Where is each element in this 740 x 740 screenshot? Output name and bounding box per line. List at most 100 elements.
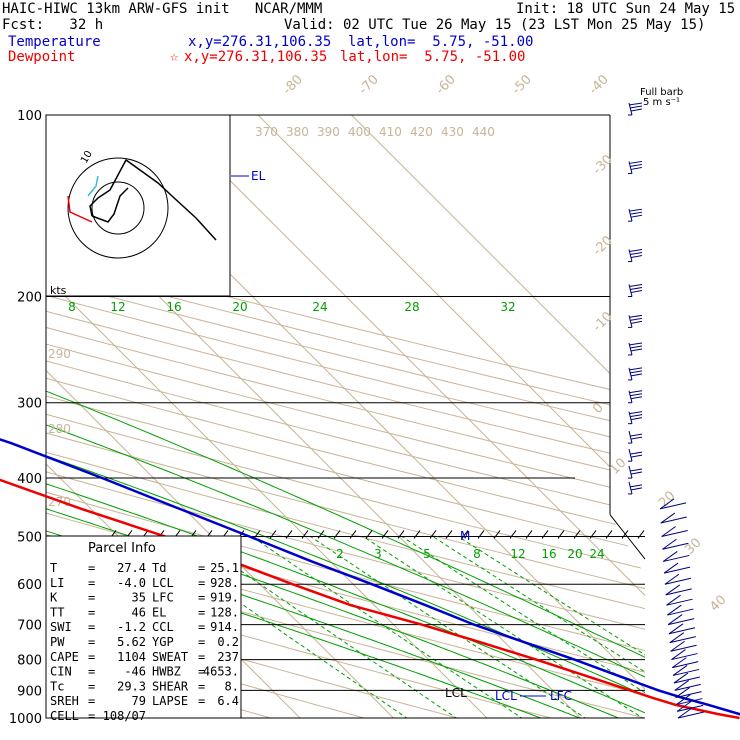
parcel-value: 108/07 <box>103 709 146 723</box>
hodograph-trace <box>89 158 217 241</box>
parcel-value: 128. <box>210 605 239 619</box>
parcel-eq: = <box>88 694 95 708</box>
level-hash-mark <box>397 530 405 539</box>
parcel-value: -46 <box>124 665 146 679</box>
parcel-value: 4653. <box>203 665 239 679</box>
wind-barb <box>665 588 692 596</box>
parcel-eq: = <box>88 576 95 590</box>
moist-adiabat-label: 24 <box>312 300 327 314</box>
dry-adiabat-line <box>46 115 645 718</box>
temperature-latlon: lat,lon= 5.75, -51.00 <box>348 34 534 50</box>
theta-label: 420 <box>410 125 433 139</box>
parcel-value: 29.3 <box>117 679 146 693</box>
parcel-key: CIN <box>50 665 72 679</box>
dry-adiabat-line <box>46 115 645 718</box>
dry-adiabat-line <box>46 115 645 718</box>
parcel-key: Td <box>152 561 166 575</box>
parcel-eq: = <box>88 665 95 679</box>
wind-barb-flag <box>630 348 643 352</box>
wind-barb <box>670 644 697 652</box>
parcel-key: LFC <box>152 591 174 605</box>
parcel-info-box <box>45 535 242 719</box>
theta-label: 390 <box>317 125 340 139</box>
isotherm-line <box>230 115 645 718</box>
pressure-label: 900 <box>17 684 42 699</box>
parcel-key: T <box>50 561 57 575</box>
wind-barb-flag <box>630 255 643 259</box>
mixing-ratio-label: 16 <box>541 547 556 561</box>
level-hash-mark <box>317 530 325 539</box>
parcel-value: 928. <box>210 576 239 590</box>
wind-barb <box>660 516 687 524</box>
pressure-label: 100 <box>17 109 42 124</box>
wind-barb-flag <box>630 290 643 294</box>
wind-barb <box>677 711 705 719</box>
pressure-label: 700 <box>17 619 42 634</box>
level-hash-mark <box>461 530 469 539</box>
wind-barb <box>661 529 688 537</box>
wind-barb-flag <box>670 640 685 652</box>
wind-barb-flag <box>662 551 678 562</box>
wind-barb-flag <box>663 562 679 574</box>
wind-barb <box>668 627 696 635</box>
wind-barb-flag <box>630 396 643 400</box>
level-hash-mark <box>413 530 421 539</box>
level-hash-mark <box>269 530 277 539</box>
wind-barb-flag <box>629 484 643 488</box>
moist-adiabat-label: 32 <box>500 300 515 314</box>
wind-barb-flag <box>660 512 676 524</box>
wind-barb-flag <box>630 214 643 218</box>
parcel-key: LCL <box>152 576 174 590</box>
temperature-profile-line <box>0 438 740 716</box>
wind-barb-flag <box>659 498 675 510</box>
parcel-value: 46 <box>132 605 146 619</box>
moist-adiabat-label: 16 <box>166 300 181 314</box>
dewpoint-profile-line <box>0 478 740 720</box>
parcel-key: SWEAT <box>152 650 188 664</box>
hodograph-trace-inner <box>91 187 129 223</box>
parcel-eq: = <box>88 679 95 693</box>
mixing-ratio-line <box>144 536 426 718</box>
wind-barb-flag <box>629 414 643 418</box>
level-label: M <box>460 529 470 543</box>
dry-adiabat-line <box>46 115 645 718</box>
wind-barb-shaft <box>628 481 633 495</box>
parcel-eq: = <box>198 650 205 664</box>
parcel-value: 6.4 <box>217 694 239 708</box>
parcel-eq: = <box>198 576 205 590</box>
level-label: EL <box>251 169 266 183</box>
wind-barb-flag <box>628 102 643 106</box>
dry-adiabat-line <box>46 115 601 718</box>
wind-barb-flag <box>629 317 643 321</box>
model-title: HAIC-HIWC 13km ARW-GFS init NCAR/MMM <box>2 1 323 17</box>
wind-barb-flag <box>672 665 688 676</box>
wind-barb-flag <box>629 370 643 374</box>
pressure-label: 300 <box>17 397 42 412</box>
wind-barb <box>659 502 687 510</box>
wind-barb-flag <box>629 105 643 109</box>
parcel-eq: = <box>88 709 95 723</box>
parcel-eq: = <box>198 694 205 708</box>
wind-barb-flag <box>630 454 643 458</box>
wind-barb <box>672 668 700 676</box>
wind-barb-shaft <box>628 449 633 462</box>
wind-barb-flag <box>629 252 643 256</box>
mixing-ratio-label: 20 <box>567 547 582 561</box>
parcel-key: LI <box>50 576 64 590</box>
wind-barb <box>666 598 693 606</box>
dry-adiabat-line <box>46 115 645 718</box>
moist-adiabat-label: 8 <box>68 300 76 314</box>
isotherm-line <box>46 115 407 718</box>
wind-barb-flag <box>677 707 693 719</box>
parcel-key: LAPSE <box>152 694 188 708</box>
dry-adiabat-line <box>46 115 412 718</box>
pressure-label: 400 <box>17 472 42 487</box>
wind-barb-flag <box>668 623 684 635</box>
level-hash-mark <box>605 530 613 539</box>
parcel-eq: = <box>88 561 95 575</box>
dry-adiabat-line <box>46 115 645 718</box>
parcel-value: 25.1 <box>210 561 239 575</box>
wind-barb-flag <box>674 680 690 691</box>
dry-adiabat-line <box>46 115 645 718</box>
wind-barb <box>668 618 695 626</box>
